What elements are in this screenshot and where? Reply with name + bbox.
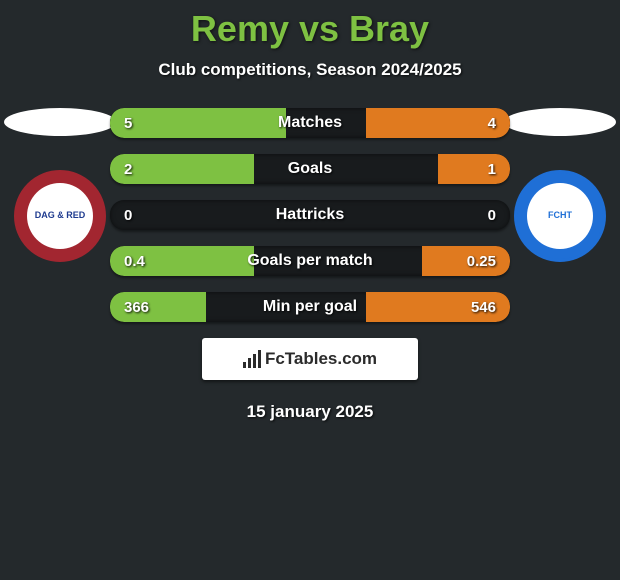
site-badge[interactable]: FcTables.com — [202, 338, 418, 380]
club-crest-right: FCHT — [514, 170, 606, 262]
subtitle: Club competitions, Season 2024/2025 — [0, 60, 620, 80]
comparison-arena: DAG & RED FCHT Matches54 Goals21 Hattricks… — [0, 108, 620, 322]
club-crest-left: DAG & RED — [14, 170, 106, 262]
spotlight-ellipse-right — [504, 108, 616, 136]
spotlight-ellipse-left — [4, 108, 116, 136]
stat-seg-right — [366, 108, 510, 138]
date-line: 15 january 2025 — [0, 402, 620, 422]
stat-row: Matches54 — [110, 108, 510, 138]
stat-row: Min per goal366546 — [110, 292, 510, 322]
stat-seg-left — [110, 154, 254, 184]
site-label: FcTables.com — [265, 349, 377, 369]
stat-seg-right — [422, 246, 510, 276]
crest-inner-right: FCHT — [527, 183, 593, 249]
page-title: Remy vs Bray — [0, 0, 620, 50]
stat-seg-left — [110, 108, 286, 138]
crest-outer-left: DAG & RED — [14, 170, 106, 262]
stat-seg-left — [110, 292, 206, 322]
stat-row: Goals21 — [110, 154, 510, 184]
stat-seg-right — [366, 292, 510, 322]
crest-left-text: DAG & RED — [35, 211, 86, 220]
crest-right-text: FCHT — [548, 211, 572, 220]
stat-val-left: 0 — [124, 200, 132, 230]
stat-row: Hattricks0 0 — [110, 200, 510, 230]
stat-seg-left — [110, 246, 254, 276]
crest-inner-left: DAG & RED — [27, 183, 93, 249]
crest-outer-right: FCHT — [514, 170, 606, 262]
stat-bars: Matches54 Goals21 Hattricks0 0 Goals per mat… — [110, 108, 510, 322]
stat-seg-right — [438, 154, 510, 184]
stat-label: Hattricks — [110, 200, 510, 230]
chart-icon — [243, 350, 261, 368]
stat-val-right: 0 — [488, 200, 496, 230]
stat-row: Goals per match0.40.25 — [110, 246, 510, 276]
